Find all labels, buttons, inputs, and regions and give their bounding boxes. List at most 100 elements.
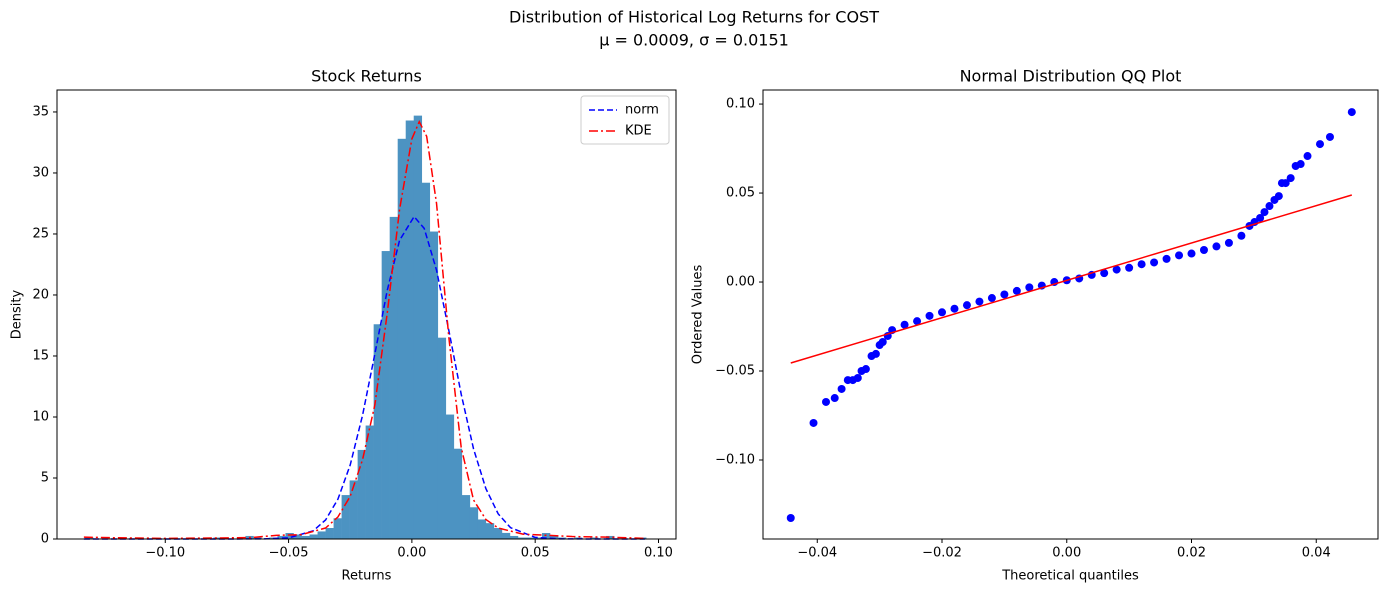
hist-bar <box>421 182 431 539</box>
y-axis-label: Density <box>10 289 25 339</box>
hist-bar <box>373 324 382 539</box>
x-tick-label: 0.02 <box>1177 546 1206 561</box>
qq-point <box>1150 258 1159 267</box>
qq-point <box>1000 290 1009 299</box>
qq-point <box>1199 245 1208 254</box>
y-tick-label: 0.10 <box>726 97 755 112</box>
legend-label: norm <box>625 103 659 118</box>
hist-bar <box>389 216 398 540</box>
x-tick-label: 0.00 <box>397 546 426 561</box>
qq-point <box>1281 179 1290 188</box>
qq-point <box>1274 192 1283 201</box>
hist-bar <box>293 534 302 539</box>
qq-point <box>975 297 984 306</box>
qq-point <box>821 397 830 406</box>
axes-frame <box>762 89 1379 540</box>
qq-point <box>861 365 870 374</box>
qq-point <box>1025 283 1034 292</box>
hist-bar <box>349 480 358 539</box>
qq-point <box>786 514 795 523</box>
hist-bar <box>533 537 543 539</box>
legend-label: KDE <box>625 124 652 139</box>
y-axis-label: Ordered Values <box>691 265 706 365</box>
x-axis-label: Returns <box>342 569 392 584</box>
x-tick-label: −0.02 <box>922 546 962 561</box>
hist-bar <box>525 537 535 539</box>
hist-bar <box>485 523 495 539</box>
qq-point <box>1187 249 1196 258</box>
y-tick-label: 15 <box>32 348 49 363</box>
qq-point <box>1224 238 1233 247</box>
qq-point <box>1296 160 1305 169</box>
qq-point <box>1175 251 1184 260</box>
hist-bar <box>501 532 511 539</box>
hist-bar <box>381 251 390 539</box>
y-tick-label: 0.00 <box>726 275 755 290</box>
x-tick-label: 0.00 <box>1052 546 1081 561</box>
qq-point <box>1125 263 1134 272</box>
hist-bar <box>469 507 479 539</box>
hist-bar <box>606 535 615 539</box>
hist-bar <box>301 535 310 539</box>
x-tick-label: −0.05 <box>269 546 309 561</box>
hist-bar <box>429 231 439 540</box>
axes-title: Normal Distribution QQ Plot <box>960 67 1182 86</box>
qq-point <box>913 317 922 326</box>
qq-point <box>1260 208 1269 217</box>
y-tick-label: 0.05 <box>726 186 755 201</box>
y-tick-label: 10 <box>32 409 49 424</box>
qq-point <box>1315 140 1324 149</box>
fit-line <box>790 194 1353 364</box>
qq-point <box>1325 132 1334 141</box>
qq-point <box>1286 174 1295 183</box>
x-tick-label: −0.10 <box>145 546 185 561</box>
qq-point <box>1256 213 1265 222</box>
qq-point <box>950 304 959 313</box>
hist-bar <box>517 537 527 539</box>
x-tick-label: 0.05 <box>521 546 550 561</box>
qq-point <box>938 308 947 317</box>
y-tick-label: 30 <box>32 165 49 180</box>
x-tick-label: 0.10 <box>644 546 673 561</box>
y-tick-label: 20 <box>32 287 49 302</box>
x-tick-label: −0.04 <box>797 546 837 561</box>
y-tick-label: 25 <box>32 226 49 241</box>
y-tick-label: 5 <box>41 470 49 485</box>
hist-bar <box>437 337 447 539</box>
density-line <box>83 215 645 540</box>
hist-bar <box>309 534 318 539</box>
hist-bar <box>477 519 487 539</box>
axes-frame <box>56 89 677 540</box>
qq-point <box>1162 254 1171 263</box>
qq-point <box>871 349 880 358</box>
hist-bar <box>397 138 407 539</box>
hist-bar <box>509 535 519 539</box>
qq-point <box>962 301 971 310</box>
hist-bar <box>357 449 366 539</box>
hist-bar <box>413 115 423 539</box>
hist-bar <box>213 537 222 539</box>
figure-subtitle: μ = 0.0009, σ = 0.0151 <box>599 31 789 50</box>
qq-point <box>925 311 934 320</box>
qq-point <box>830 394 839 403</box>
qq-point <box>853 373 862 382</box>
x-tick-label: 0.04 <box>1302 546 1331 561</box>
qq-point <box>1212 242 1221 251</box>
hist-bar <box>365 425 374 539</box>
hist-bar <box>317 531 326 539</box>
qq-point <box>1100 269 1109 278</box>
x-axis-label: Theoretical quantiles <box>1001 569 1139 584</box>
hist-bar <box>277 535 286 539</box>
qq-point <box>1112 265 1121 274</box>
qq-point <box>1012 286 1021 295</box>
qq-point <box>809 418 818 427</box>
legend: norm KDE <box>580 95 670 145</box>
axes-title: Stock Returns <box>311 67 422 86</box>
y-tick-label: 35 <box>32 104 49 119</box>
qq-point <box>987 294 996 303</box>
hist-bar <box>325 528 334 539</box>
qq-point <box>1137 260 1146 269</box>
y-tick-label: −0.10 <box>715 452 755 467</box>
y-tick-label: 0 <box>41 532 49 547</box>
